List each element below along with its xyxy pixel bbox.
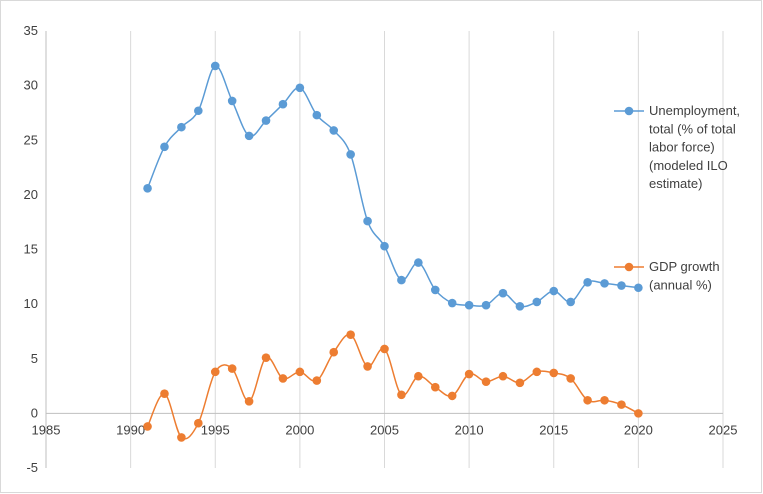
- x-tick-label-2010: 2010: [455, 422, 484, 437]
- series-1-point-2002: [329, 347, 339, 357]
- series-1-point-2012: [498, 371, 508, 381]
- series-0-point-2015: [549, 286, 559, 296]
- legend-entry-0: Unemployment, total (% of total labor forc…: [614, 103, 740, 191]
- legend-label-0-line-1: total (% of total: [649, 121, 736, 136]
- legend-label-1-line-0: GDP growth: [649, 259, 720, 274]
- series-0-point-1994: [194, 106, 203, 116]
- y-tick-label-20: 20: [24, 187, 38, 202]
- series-1-point-2017: [583, 395, 592, 405]
- series-0-point-2011: [481, 300, 491, 310]
- series-0-point-2020: [634, 283, 643, 293]
- series-0-point-2013: [515, 302, 525, 311]
- series-0-point-1995: [210, 61, 220, 71]
- series-1-point-2016: [566, 374, 575, 383]
- legend-label-0-line-4: estimate): [649, 176, 702, 191]
- series-1-point-2004: [363, 362, 372, 371]
- x-tick-label-2005: 2005: [370, 422, 399, 437]
- x-tick-label-2025: 2025: [709, 422, 738, 437]
- y-tick-label-0: 0: [31, 405, 38, 420]
- series-0-point-1998: [261, 116, 271, 125]
- series-1-point-1998: [261, 353, 271, 362]
- series-1-point-2010: [464, 369, 474, 379]
- x-tick-label-2015: 2015: [539, 422, 568, 437]
- series-0-point-2002: [329, 126, 339, 135]
- series-1-point-2013: [515, 378, 525, 388]
- series-0-point-2001: [312, 110, 322, 120]
- series-0-point-1991: [143, 184, 152, 193]
- series-1-point-1993: [177, 433, 186, 442]
- x-tick-label-1995: 1995: [201, 422, 230, 437]
- x-tick-label-2020: 2020: [624, 422, 653, 437]
- series-1: [143, 330, 643, 442]
- legend-label-0-line-3: (modeled ILO: [649, 158, 728, 173]
- series-0-point-2019: [617, 281, 626, 290]
- series-1-point-2020: [634, 409, 643, 418]
- series-1-point-1992: [160, 389, 169, 399]
- series-0: [143, 61, 643, 311]
- series-1-point-1997: [244, 397, 254, 406]
- series-0-point-2014: [532, 297, 542, 307]
- y-tick-label-15: 15: [24, 242, 38, 257]
- series-0-point-1996: [227, 96, 237, 106]
- series-1-point-1996: [227, 364, 237, 373]
- series-0-point-2018: [600, 279, 609, 288]
- grid-lines: [130, 31, 724, 468]
- series-0-point-2009: [447, 298, 457, 308]
- series-1-point-2008: [430, 382, 440, 392]
- series-1-point-2005: [380, 344, 389, 354]
- series-1-point-2009: [447, 391, 457, 401]
- series-1-point-2006: [397, 390, 406, 400]
- series-0-point-2005: [380, 241, 389, 251]
- legend-label-0-line-2: labor force): [649, 140, 715, 155]
- series-1-point-2014: [532, 367, 542, 377]
- y-tick-label--5: -5: [26, 460, 38, 475]
- series-0-point-2003: [346, 150, 355, 159]
- series-0-point-2007: [414, 258, 423, 267]
- series-1-point-2007: [414, 371, 423, 381]
- series-1-point-2018: [600, 395, 609, 405]
- legend-label-0-line-0: Unemployment,: [649, 103, 740, 118]
- series-0-point-1992: [160, 142, 169, 152]
- legend-entry-1: GDP growth (annual %): [614, 259, 720, 292]
- x-tick-label-1985: 1985: [32, 422, 61, 437]
- y-tick-label-25: 25: [24, 132, 38, 147]
- series-0-point-1993: [177, 122, 186, 132]
- legend-marker-1: [624, 262, 634, 272]
- x-tick-label-1990: 1990: [116, 422, 145, 437]
- series-0-point-2000: [295, 83, 305, 93]
- series-1-point-2000: [295, 367, 305, 377]
- series-0-point-2010: [464, 300, 474, 310]
- series-0-point-2016: [566, 297, 575, 307]
- legend-marker-0: [624, 106, 634, 116]
- y-tick-label-10: 10: [24, 296, 38, 311]
- series-1-point-1999: [278, 374, 288, 383]
- series-1-point-2015: [549, 368, 559, 378]
- series-1-point-2019: [617, 400, 626, 409]
- y-tick-label-5: 5: [31, 351, 38, 366]
- series-0-point-2004: [363, 216, 372, 226]
- series-0-point-2012: [498, 288, 508, 298]
- series-1-point-2003: [346, 330, 355, 340]
- series-0-point-1999: [278, 99, 288, 109]
- series-0-point-2008: [430, 285, 440, 295]
- y-tick-label-30: 30: [24, 78, 38, 93]
- series-1-point-1994: [194, 418, 203, 428]
- series-1-point-2001: [312, 376, 322, 385]
- y-tick-label-35: 35: [24, 23, 38, 38]
- series-0-point-1997: [244, 131, 254, 141]
- series-1-point-1991: [143, 422, 152, 431]
- series-1-point-2011: [481, 377, 491, 386]
- series-layer: [143, 61, 643, 442]
- series-1-point-1995: [210, 367, 220, 377]
- series-0-point-2017: [583, 277, 592, 287]
- legend: Unemployment, total (% of total labor forc…: [614, 103, 740, 292]
- legend-label-1-line-1: (annual %): [649, 277, 712, 292]
- series-0-point-2006: [397, 275, 406, 285]
- series-0-line: [146, 65, 639, 308]
- x-tick-label-2000: 2000: [285, 422, 314, 437]
